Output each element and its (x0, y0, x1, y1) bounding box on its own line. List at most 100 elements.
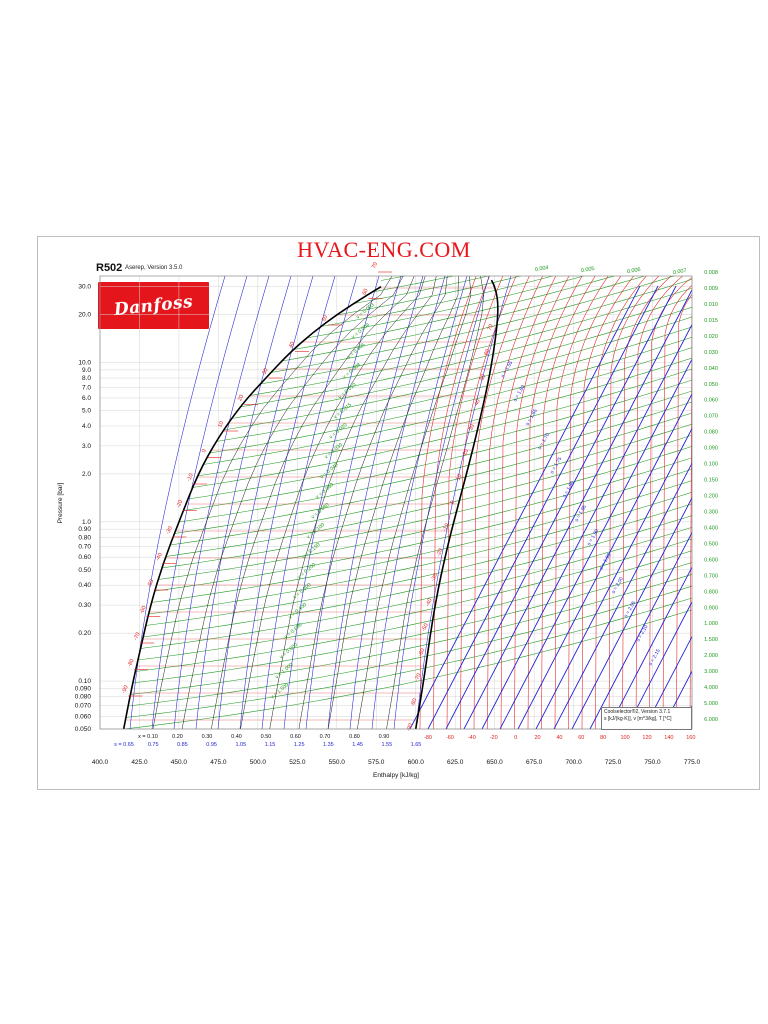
isentrope-line (445, 285, 677, 729)
isochores (123, 28, 768, 729)
isentrope-line (371, 276, 468, 729)
isochore-line (239, 297, 692, 408)
vapor-temperature-label: -70 (414, 673, 423, 683)
vapor-temperature-label: 20 (462, 449, 470, 457)
isochore-label-inner: v = 0.004 (351, 322, 371, 340)
isotherm-line (581, 276, 635, 729)
isotherm-line (689, 314, 692, 729)
saturation-temperature-label: -10 (186, 473, 195, 483)
vapor-temperature-label: -10 (442, 523, 451, 533)
chart-title: R502 (96, 262, 123, 274)
isochore-line (161, 446, 692, 569)
isentrope-line (415, 276, 512, 729)
isentrope-line (409, 285, 641, 729)
isochore-label-right: 0.150 (704, 478, 718, 484)
isochore-line (380, 276, 407, 281)
temperature-label: -60 (446, 735, 454, 741)
vapor-temperature-label: 50 (479, 374, 487, 382)
y-tick-label: 5.0 (82, 408, 91, 415)
vapor-temperature-label: 0 (449, 500, 456, 505)
isochore-label-inner: v = 0.800 (279, 642, 299, 660)
isochore-line (381, 28, 768, 223)
x-tick-label: 675.0 (526, 759, 543, 766)
isochore-label-right: 0.300 (704, 509, 718, 515)
isochore-line (151, 480, 692, 603)
isochore-line (132, 562, 692, 684)
isentrope-label: s = 1.60 (512, 384, 526, 403)
isochore-line (183, 390, 692, 511)
isotherm-line (527, 276, 583, 729)
isochore-line (137, 538, 692, 661)
isochore-label-right: 0.040 (704, 366, 718, 372)
isochore-line (293, 276, 616, 350)
danfoss-logo: Danfoss (98, 282, 209, 329)
isochore-label-inner: v = 0.010 (337, 382, 357, 400)
temperature-label: -20 (490, 735, 498, 741)
isochore-label-inner: v = 0.600 (283, 622, 303, 640)
isochore-label-top: 0.007 (673, 268, 688, 276)
entropy-label: 1.55 (381, 742, 392, 748)
isentrope-line (427, 285, 659, 729)
temperature-label: 0 (514, 735, 517, 741)
x-tick-label: 575.0 (368, 759, 385, 766)
x-tick-label: 550.0 (329, 759, 346, 766)
isotherm-line (473, 276, 530, 729)
saturation-temperature-label: 30 (262, 368, 270, 376)
x-tick-label: 600.0 (408, 759, 425, 766)
y-tick-label: 0.30 (78, 602, 91, 609)
isotherm-line (460, 276, 517, 729)
isotherm-line (676, 294, 692, 729)
y-tick-label: 1.0 (82, 519, 91, 526)
isentrope-line (589, 531, 692, 729)
y-tick-label: 0.40 (78, 582, 91, 589)
isotherm-line (487, 276, 543, 729)
vapor-temperature-label: -90 (406, 723, 415, 733)
vapor-temperature-label: -40 (425, 598, 434, 608)
saturation-temperature-label: 0 (201, 448, 208, 453)
isentrope-line (151, 276, 248, 729)
temperature-label: -40 (468, 735, 476, 741)
y-tick-label: 0.50 (78, 567, 91, 574)
isochore-line (231, 306, 692, 419)
isochore-label-inner: v = 1.500 (270, 682, 290, 700)
saturated-vapor-line (414, 279, 499, 729)
isotherm-line (608, 276, 660, 729)
y-tick-label: 9.0 (82, 367, 91, 374)
isochore-label-inner: v = 0.006 (346, 342, 366, 360)
saturation-temperature-label: -50 (147, 579, 156, 589)
y-tick-label: 0.20 (78, 630, 91, 637)
isotherm-line (514, 276, 570, 729)
vapor-temperature-label: 40 (474, 399, 482, 407)
y-tick-label: 0.80 (78, 534, 91, 541)
isochore-label-right: 2.000 (704, 653, 718, 659)
isentrope-line (349, 276, 446, 729)
x-tick-label: 625.0 (447, 759, 464, 766)
vapor-temperature-label: 70 (487, 324, 495, 332)
isochore-label-inner: v = 0.008 (342, 362, 362, 380)
isentrope-line (535, 427, 692, 729)
isochore-label-right: 1.500 (704, 637, 718, 643)
quality-label: 0.90 (379, 734, 390, 740)
quality-label: x = 0.10 (138, 734, 158, 740)
isotherm-line (595, 276, 647, 729)
isentrope-line (195, 276, 292, 729)
vapor-temperature-label: 60 (483, 349, 491, 357)
entropy-label: 1.15 (265, 742, 276, 748)
isentrope-line (239, 276, 336, 729)
isochore-label-right: 0.060 (704, 398, 718, 404)
isochore-line (336, 276, 522, 316)
isotherm-line (635, 276, 684, 729)
y-axis-label: Pressure [bar] (57, 482, 64, 523)
saturation-temperature-label: 60 (362, 288, 370, 296)
isochore-line (306, 276, 585, 339)
isochore-line (123, 609, 692, 729)
entropy-label: 1.35 (323, 742, 334, 748)
entropy-label: s = 0.65 (114, 742, 134, 748)
isentrope-line (553, 462, 692, 729)
isochore-label-right: 0.009 (704, 286, 718, 292)
isochore-line (203, 347, 692, 465)
x-axis-label: Enthalpy [kJ/kg] (373, 772, 419, 779)
saturation-temperature-label: 50 (321, 315, 329, 323)
quality-label: 0.30 (202, 734, 213, 740)
isochore-label-right: 0.015 (704, 318, 718, 324)
